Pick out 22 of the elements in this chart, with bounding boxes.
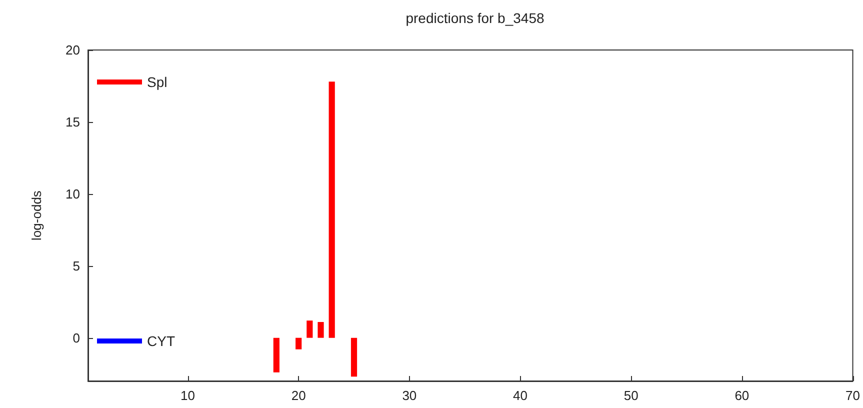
bar — [296, 338, 302, 350]
y-tick-label: 15 — [66, 114, 80, 130]
legend-label: CYT — [147, 333, 176, 349]
y-tick-label: 0 — [72, 330, 80, 346]
x-tick-label: 20 — [291, 388, 306, 403]
x-tick-label: 30 — [402, 388, 417, 403]
bar — [306, 320, 313, 338]
chart-title: predictions for b_3458 — [406, 10, 544, 26]
x-tick-label: 40 — [513, 388, 528, 403]
x-tick-label: 70 — [846, 388, 860, 403]
legend-label: Spl — [147, 74, 168, 90]
bar — [318, 322, 324, 338]
bar — [273, 338, 280, 372]
y-tick-label: 5 — [72, 258, 80, 274]
y-tick-label: 10 — [66, 186, 80, 202]
bar — [350, 338, 358, 377]
bar — [328, 82, 335, 338]
x-tick-label: 10 — [180, 388, 195, 403]
x-tick-label: 50 — [624, 388, 638, 403]
y-axis-title: log-odds — [29, 190, 44, 240]
y-tick-label: 20 — [66, 42, 80, 58]
x-tick-label: 60 — [734, 388, 750, 403]
